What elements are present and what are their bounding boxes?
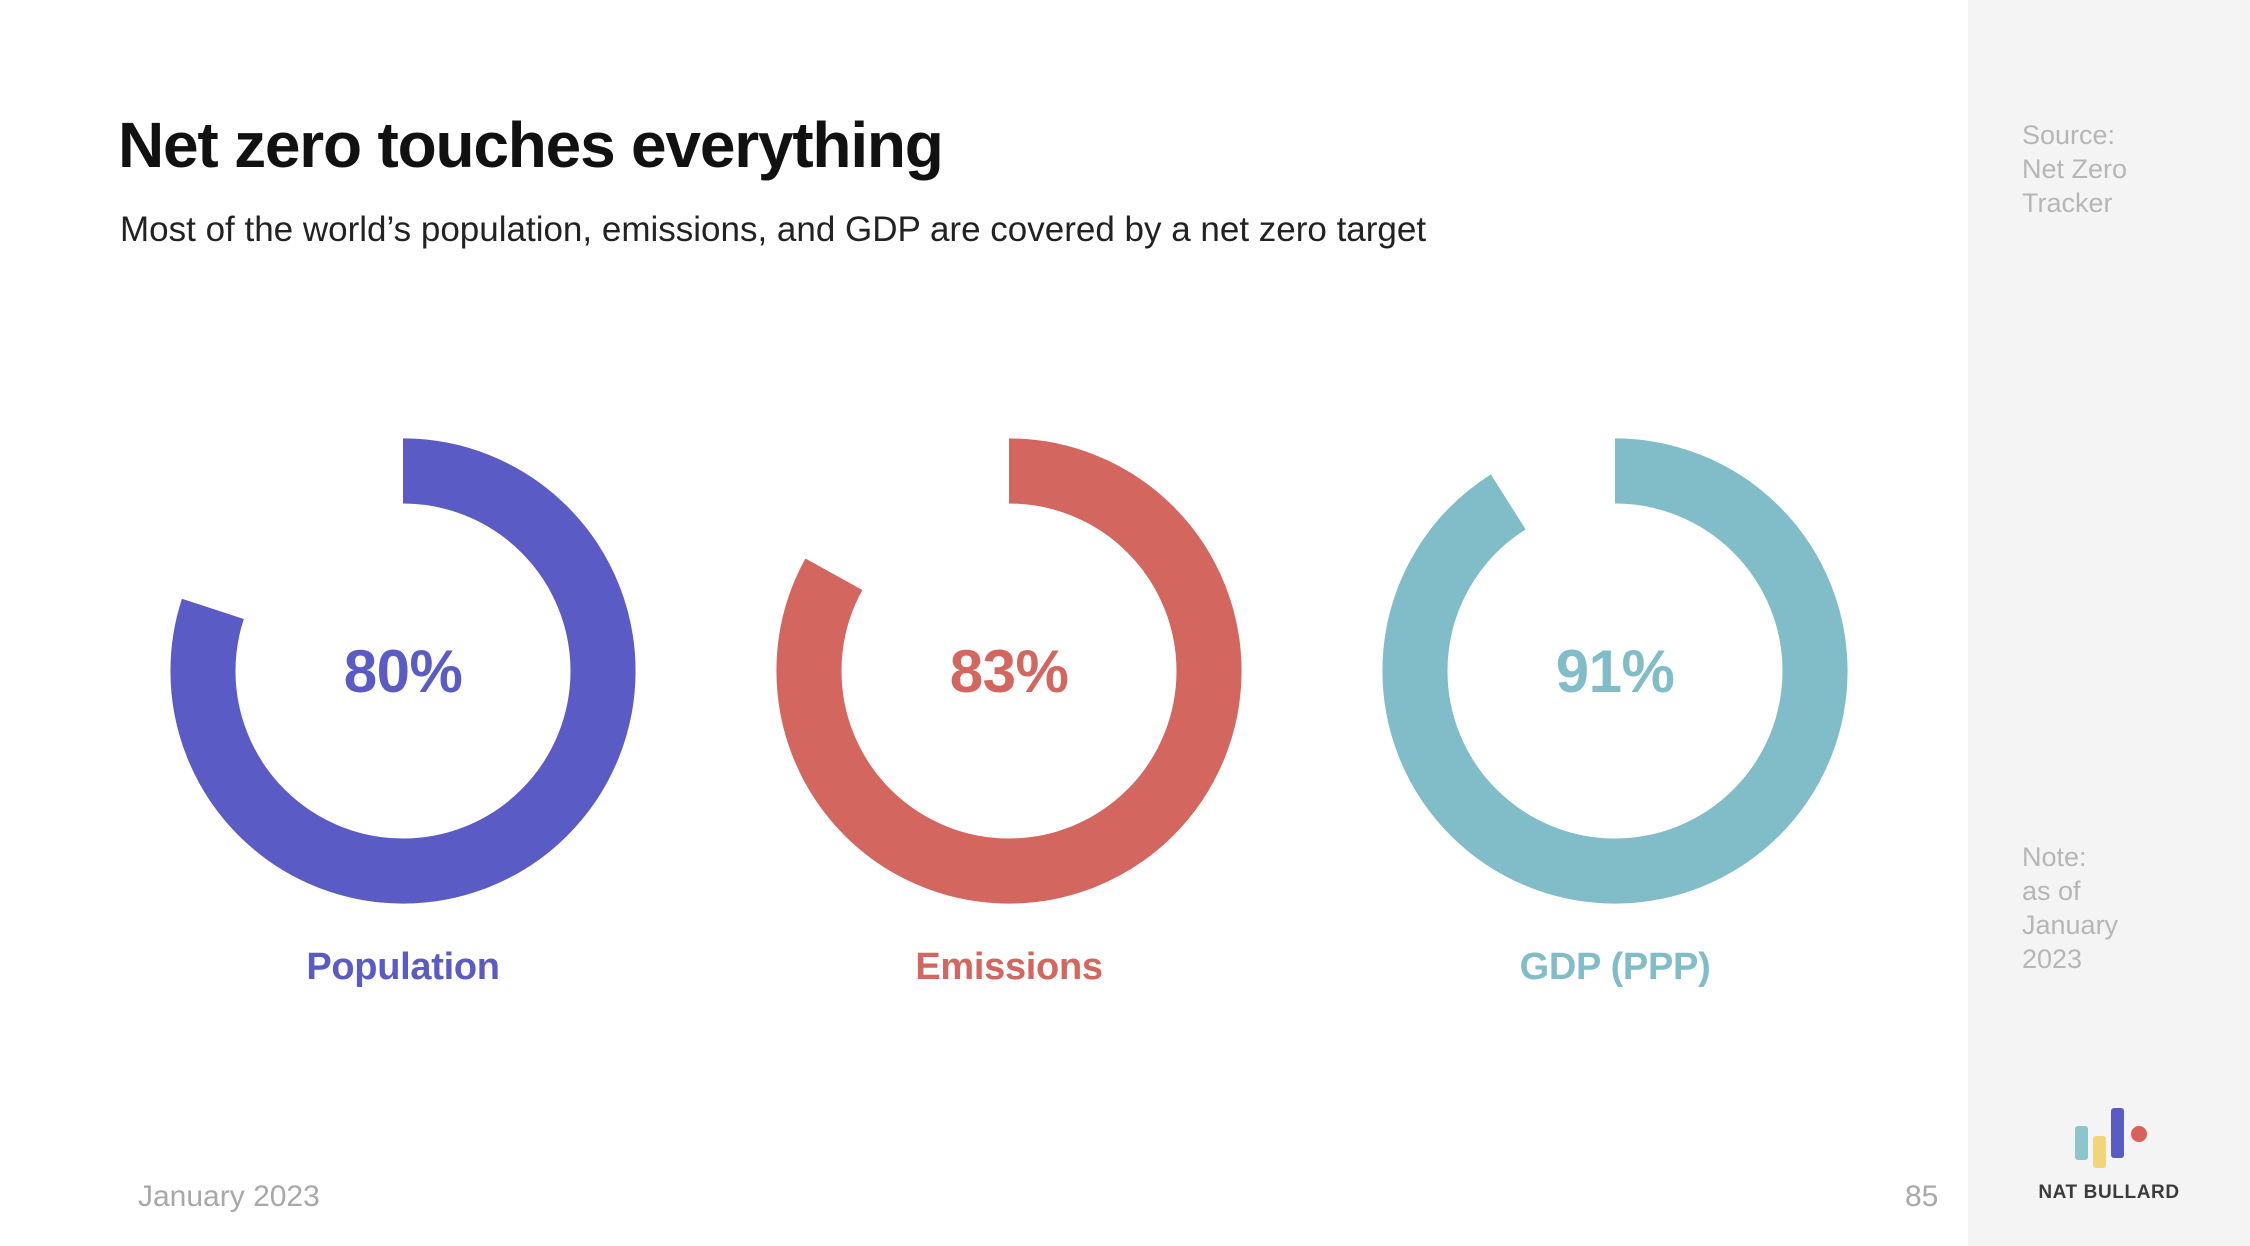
donut-population-label: Population: [306, 946, 500, 988]
donut-gdp: 91% GDP (PPP): [1312, 430, 1918, 1050]
donut-emissions-graphic: 83%: [768, 430, 1250, 912]
donut-arc-population-svg: [170, 438, 636, 904]
brand-logo: NAT BULLARD: [1968, 1106, 2250, 1204]
bar-chart-logo-icon: [2075, 1108, 2147, 1168]
sidebar-note-text: Note: as of January 2023: [2022, 842, 2119, 974]
donut-arc-gdp-svg: [1382, 438, 1848, 904]
donut-population-value: 80%: [343, 637, 463, 705]
donut-gdp-graphic: 91%: [1374, 430, 1856, 912]
page-subtitle: Most of the world’s population, emission…: [120, 210, 1427, 249]
footer-page-number: 85: [1905, 1180, 1939, 1213]
donut-arc-emissions-svg: [776, 438, 1242, 904]
donut-population-graphic: 80%: [162, 430, 644, 912]
donut-gdp-label: GDP (PPP): [1519, 946, 1711, 988]
footer-date: January 2023: [138, 1180, 320, 1213]
sidebar-source-text: Source: Net Zero Tracker: [2022, 120, 2128, 218]
donut-emissions: 83% Emissions: [706, 430, 1312, 1050]
donut-gdp-value: 91%: [1555, 637, 1675, 705]
page-title: Net zero touches everything: [118, 109, 944, 181]
donut-population: 80% Population: [100, 430, 706, 1050]
brand-logo-text: NAT BULLARD: [2038, 1182, 2180, 1203]
donut-emissions-label: Emissions: [915, 946, 1103, 988]
sidebar: Source: Net Zero Tracker Note: as of Jan…: [1968, 0, 2250, 1246]
donut-chart-group: 80% Population 83% Emissions 91% GDP (PP…: [100, 430, 1920, 1050]
donut-emissions-value: 83%: [949, 637, 1069, 705]
